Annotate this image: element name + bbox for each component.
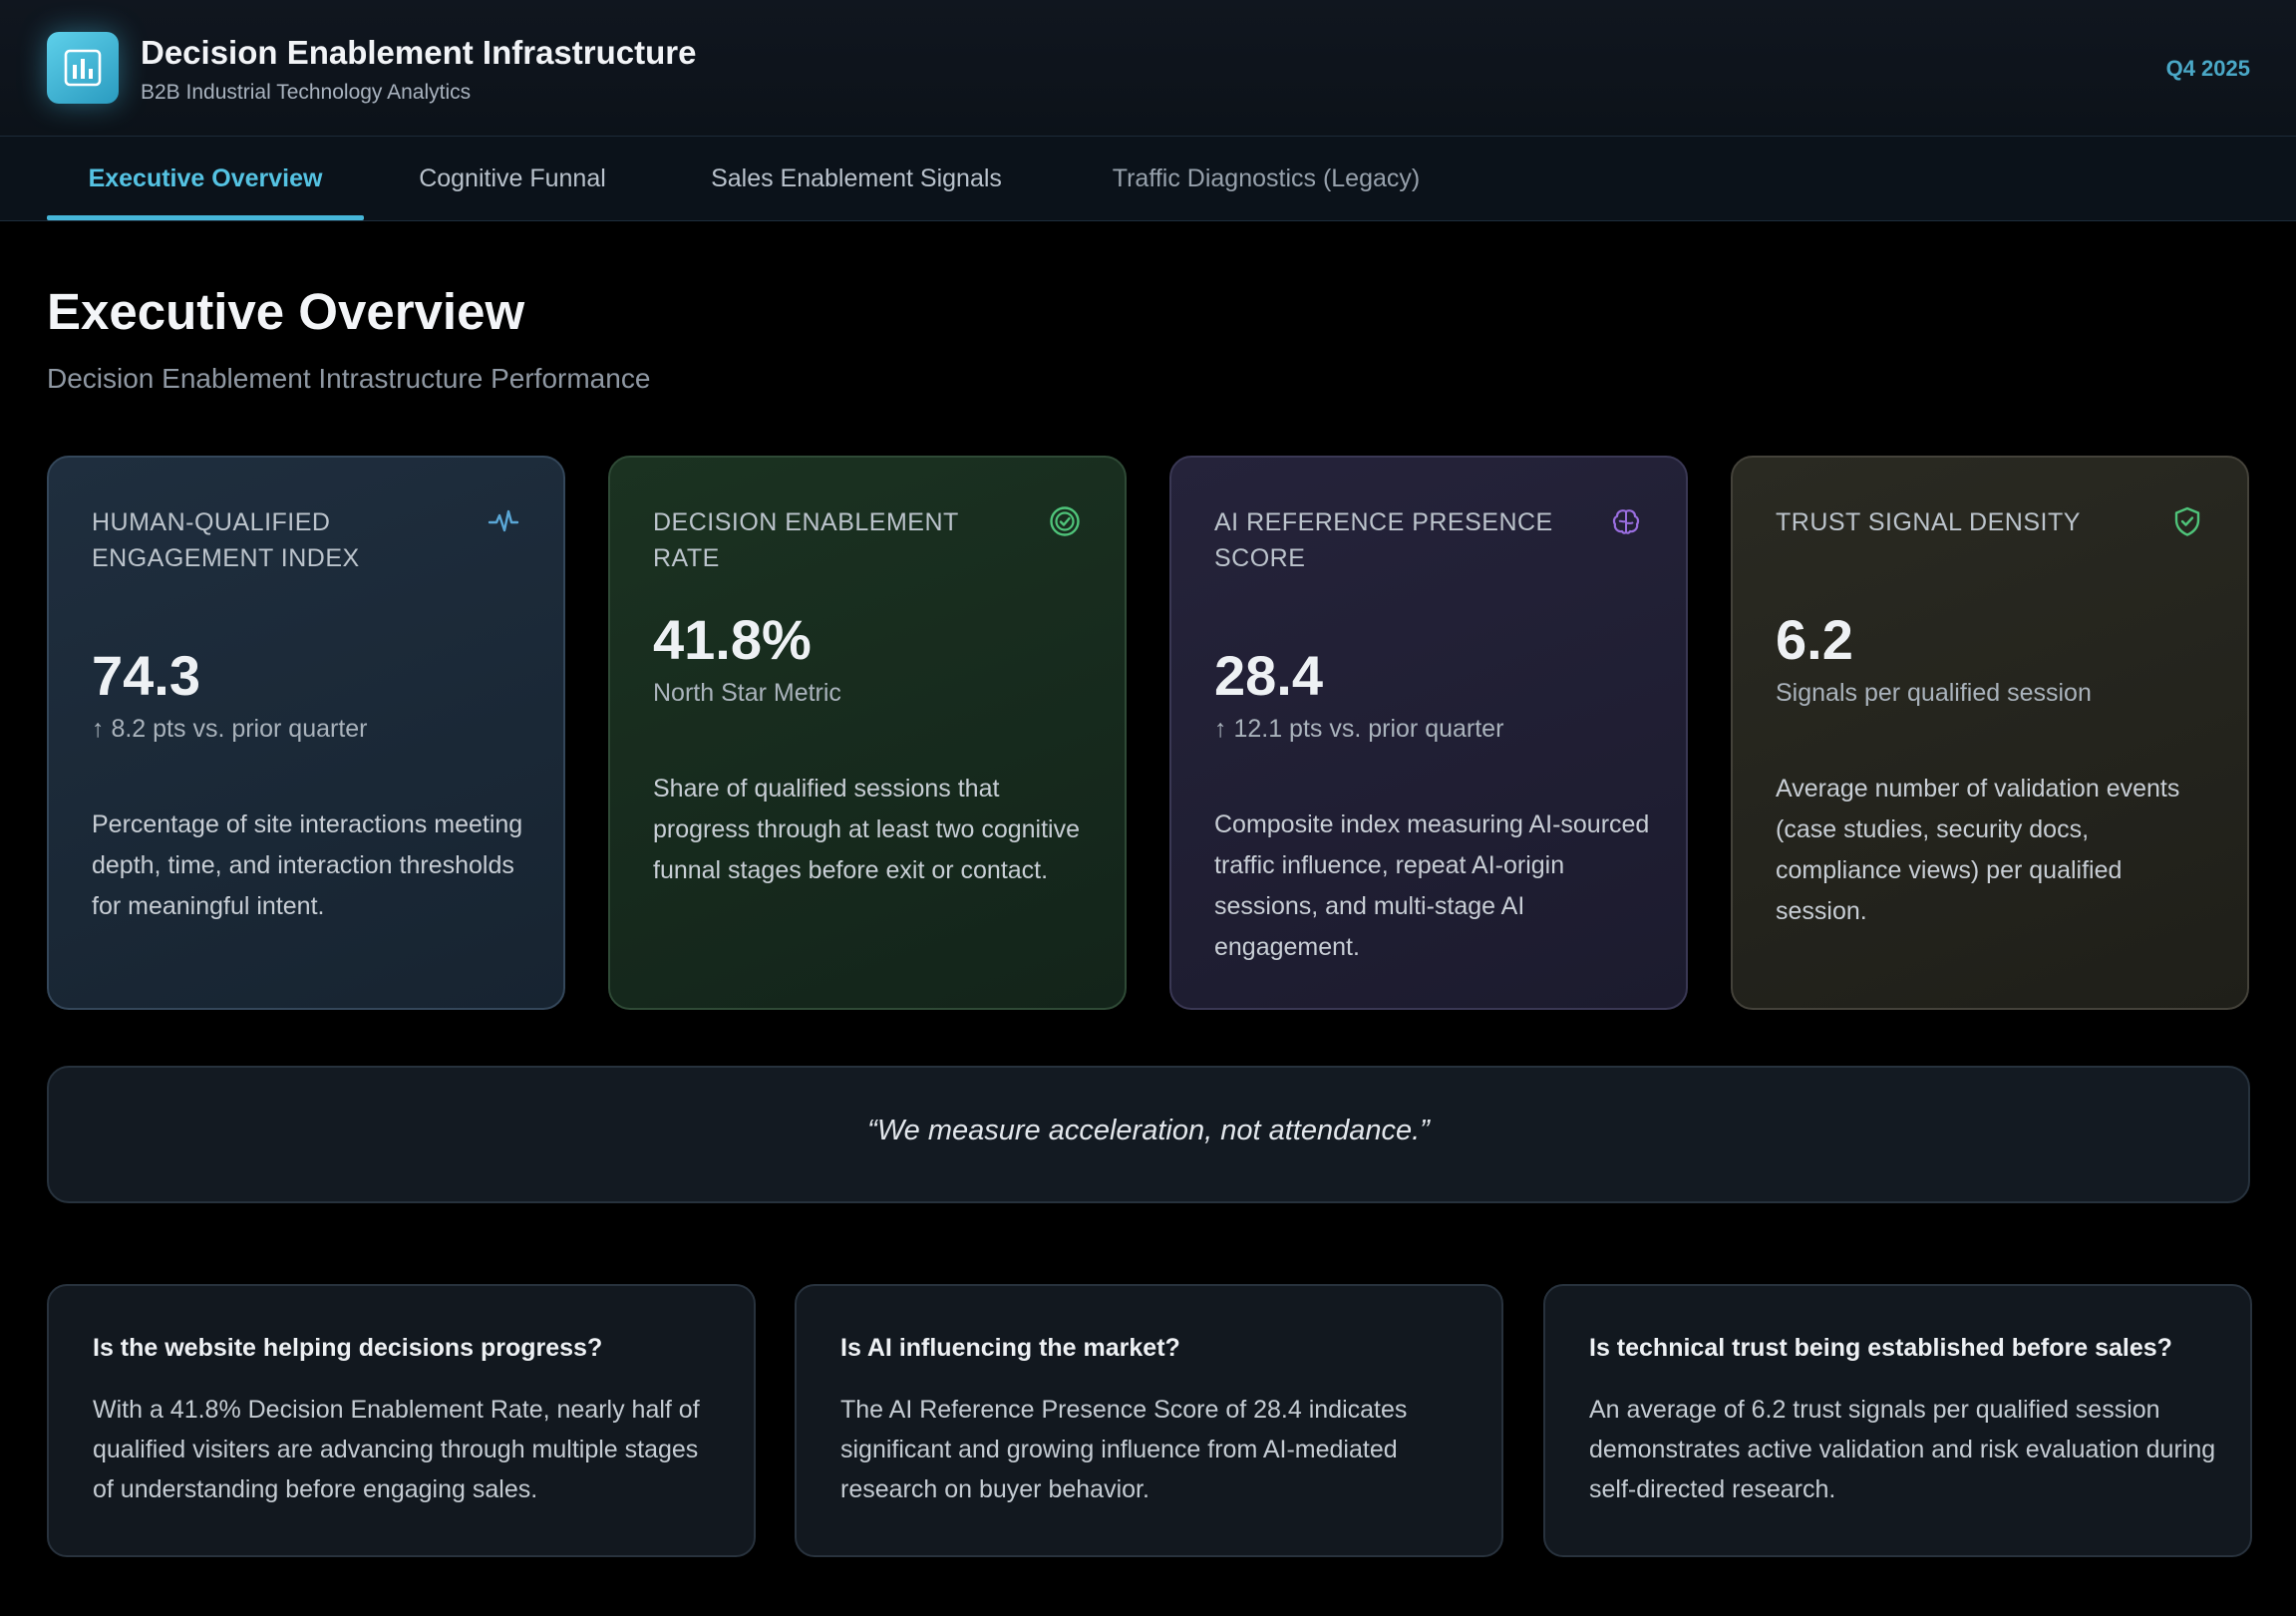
tab-executive-overview[interactable]: Executive Overview: [47, 137, 364, 220]
metric-description: Percentage of site interactions meeting …: [92, 810, 523, 920]
metric-unit: Signals per qualified session: [1776, 679, 2092, 707]
insight-answer: The AI Reference Presence Score of 28.4 …: [840, 1396, 1408, 1503]
metric-label: TRUST SIGNAL DENSITY: [1776, 508, 2081, 536]
brain-icon: [1612, 509, 1640, 534]
target-check-icon: [1050, 506, 1080, 536]
quote-text: “We measure acceleration, not attendance…: [867, 1115, 1430, 1146]
tab-sales-enablement-signals[interactable]: Sales Enablement Signals: [711, 164, 1002, 192]
app-header: Decision Enablement Infrastructure B2B I…: [0, 0, 2296, 137]
metric-label: DECISION ENABLEMENT RATE: [653, 508, 959, 572]
metric-card-decision-enablement-rate: DECISION ENABLEMENT RATE 41.8% North Sta…: [608, 456, 1127, 1010]
metric-change: ↑ 8.2 pts vs. prior quarter: [92, 715, 368, 743]
metric-description: Composite index measuring AI-sourced tra…: [1214, 810, 1650, 961]
pulse-icon: [488, 509, 519, 532]
page-title: Executive Overview: [47, 283, 525, 340]
metric-value: 6.2: [1776, 608, 1853, 671]
metric-description: Average number of validation events (cas…: [1776, 775, 2180, 925]
insight-question: Is the website helping decisions progres…: [93, 1334, 603, 1362]
metric-card-trust-signal-density: TRUST SIGNAL DENSITY 6.2 Signals per qua…: [1731, 456, 2249, 1010]
bar-chart-icon: [47, 32, 119, 104]
insight-answer: With a 41.8% Decision Enablement Rate, n…: [93, 1396, 700, 1503]
tab-bar: Executive Overview Cognitive Funnal Sale…: [0, 137, 2296, 221]
metric-value: 74.3: [92, 644, 200, 707]
metric-label: AI REFERENCE PRESENCE SCORE: [1214, 508, 1553, 572]
tab-cognitive-funnal[interactable]: Cognitive Funnal: [419, 164, 606, 192]
metric-value: 41.8%: [653, 608, 812, 671]
metric-tag: North Star Metric: [653, 679, 841, 707]
period-badge[interactable]: Q4 2025: [2165, 56, 2250, 81]
metric-card-ai-reference-presence: AI REFERENCE PRESENCE SCORE 28.4 ↑ 12.1 …: [1169, 456, 1688, 1010]
insight-card-decisions: Is the website helping decisions progres…: [47, 1284, 756, 1557]
page-subtitle: Decision Enablement Intrastructure Perfo…: [47, 363, 651, 394]
app-subtitle: B2B Industrial Technology Analytics: [141, 81, 472, 104]
metric-card-engagement-index: HUMAN-QUALIFIED ENGAGEMENT INDEX 74.3 ↑ …: [47, 456, 565, 1010]
metric-change: ↑ 12.1 pts vs. prior quarter: [1214, 715, 1504, 743]
quote-banner: “We measure acceleration, not attendance…: [47, 1066, 2250, 1203]
insight-answer: An average of 6.2 trust signals per qual…: [1589, 1396, 2216, 1503]
metric-value: 28.4: [1214, 644, 1323, 707]
app-title: Decision Enablement Infrastructure: [141, 34, 697, 71]
insight-card-technical-trust: Is technical trust being established bef…: [1543, 1284, 2252, 1557]
insight-card-ai-influence: Is AI influencing the market? The AI Ref…: [795, 1284, 1503, 1557]
metric-description: Share of qualified sessions that progres…: [653, 775, 1081, 884]
tab-traffic-diagnostics[interactable]: Traffic Diagnostics (Legacy): [1112, 164, 1421, 192]
insight-question: Is AI influencing the market?: [840, 1334, 1180, 1362]
shield-check-icon: [2174, 506, 2200, 536]
metric-label: HUMAN-QUALIFIED ENGAGEMENT INDEX: [92, 508, 360, 572]
insight-question: Is technical trust being established bef…: [1589, 1334, 2172, 1362]
